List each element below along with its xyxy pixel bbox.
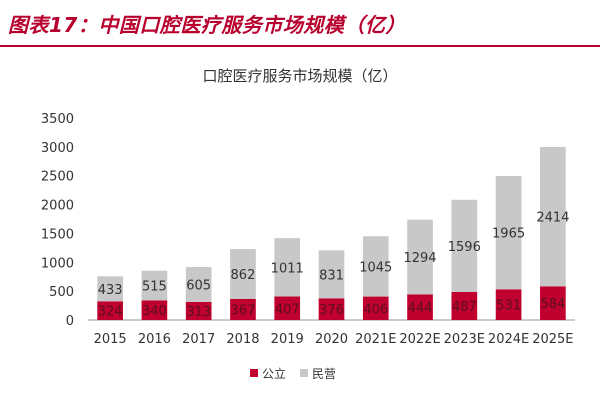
data-label-public: 531 [496, 299, 521, 314]
x-tick-label: 2020 [315, 332, 348, 347]
bar-segment-private [97, 276, 123, 302]
data-label-private: 2414 [536, 211, 569, 226]
bar-segment-public [185, 301, 212, 320]
bar-segment-private [274, 238, 301, 297]
x-tick-label: 2018 [226, 332, 259, 347]
x-tick-label: 2021E [355, 332, 396, 347]
bar-segment-public [141, 300, 168, 320]
bar-segment-private [230, 249, 256, 299]
legend-label: 公立 [262, 366, 286, 381]
x-tick-label: 2019 [271, 332, 304, 347]
bar-segment-public [451, 291, 478, 320]
x-tick-label: 2023E [444, 332, 485, 347]
data-label-public: 367 [231, 303, 256, 318]
data-label-private: 433 [98, 283, 123, 298]
chart-title: 口腔医疗服务市场规模（亿） [202, 67, 397, 85]
data-label-public: 407 [275, 302, 300, 317]
x-tick-label: 2016 [138, 332, 171, 347]
y-tick-label: 0 [66, 314, 74, 329]
bar-segment-public [407, 294, 433, 320]
y-tick-label: 2500 [41, 170, 74, 185]
figure-header: 图表17：中国口腔医疗服务市场规模（亿） [0, 0, 600, 46]
data-label-private: 1965 [492, 227, 525, 242]
bar-segment-private [362, 236, 389, 297]
bar-segment-private [495, 175, 522, 290]
data-label-public: 313 [186, 305, 211, 320]
bar-segment-private [141, 270, 168, 301]
data-label-private: 515 [142, 280, 167, 295]
y-tick-label: 1000 [41, 256, 74, 271]
data-label-private: 831 [319, 268, 344, 283]
bar-segment-public [318, 298, 345, 320]
y-tick-label: 2000 [41, 199, 74, 214]
bar-segment-public [274, 296, 301, 320]
x-tick-label: 2024E [488, 332, 529, 347]
y-tick-label: 1500 [41, 227, 74, 242]
data-label-public: 444 [408, 301, 433, 316]
x-tick-label: 2025E [532, 332, 573, 347]
y-axis: 0 500 1000 1500 2000 2500 3000 3500 [41, 112, 74, 329]
data-label-private: 1011 [271, 261, 304, 276]
x-tick-label: 2022E [399, 332, 440, 347]
bar-segment-public [362, 296, 389, 320]
data-label-public: 406 [363, 302, 388, 317]
x-tick-label: 2015 [94, 332, 127, 347]
y-tick-label: 500 [49, 285, 74, 300]
bar-segment-public [97, 301, 123, 320]
bar-segment-private [407, 219, 433, 295]
legend: 公立 民营 [250, 366, 336, 381]
data-label-public: 340 [142, 304, 167, 319]
data-label-private: 605 [186, 278, 211, 293]
bar-segment-public [495, 289, 522, 320]
bar-segment-public [540, 286, 566, 320]
header-rule [0, 45, 600, 47]
x-tick-label: 2017 [182, 332, 215, 347]
data-label-private: 1596 [448, 240, 481, 255]
data-label-private: 1045 [359, 260, 392, 275]
legend-swatch [250, 369, 258, 377]
bar-segment-public [230, 298, 256, 320]
bar-segment-private [318, 250, 345, 299]
x-axis: 2015 2016 2017 2018 2019 2020 2021E 2022E 2023E 2… [88, 319, 575, 347]
data-label-public: 376 [319, 303, 344, 318]
y-tick-label: 3000 [41, 141, 74, 156]
bar-segment-private [185, 267, 212, 302]
figure-label: 图表17：中国口腔医疗服务市场规模（亿） [8, 12, 406, 37]
bar-segment-private [540, 146, 566, 287]
legend-label: 民营 [312, 367, 336, 381]
y-tick-label: 3500 [41, 112, 74, 127]
data-label-private: 862 [231, 268, 256, 283]
bar-segment-private [451, 199, 478, 292]
data-label-private: 1294 [403, 251, 436, 266]
data-label-public: 324 [98, 305, 123, 320]
bars: 324 433 340 515 313 605 367 862 407 1011 376 831 406… [97, 146, 569, 320]
data-label-public: 487 [452, 300, 477, 315]
data-label-public: 584 [540, 297, 565, 312]
legend-swatch [300, 369, 308, 377]
